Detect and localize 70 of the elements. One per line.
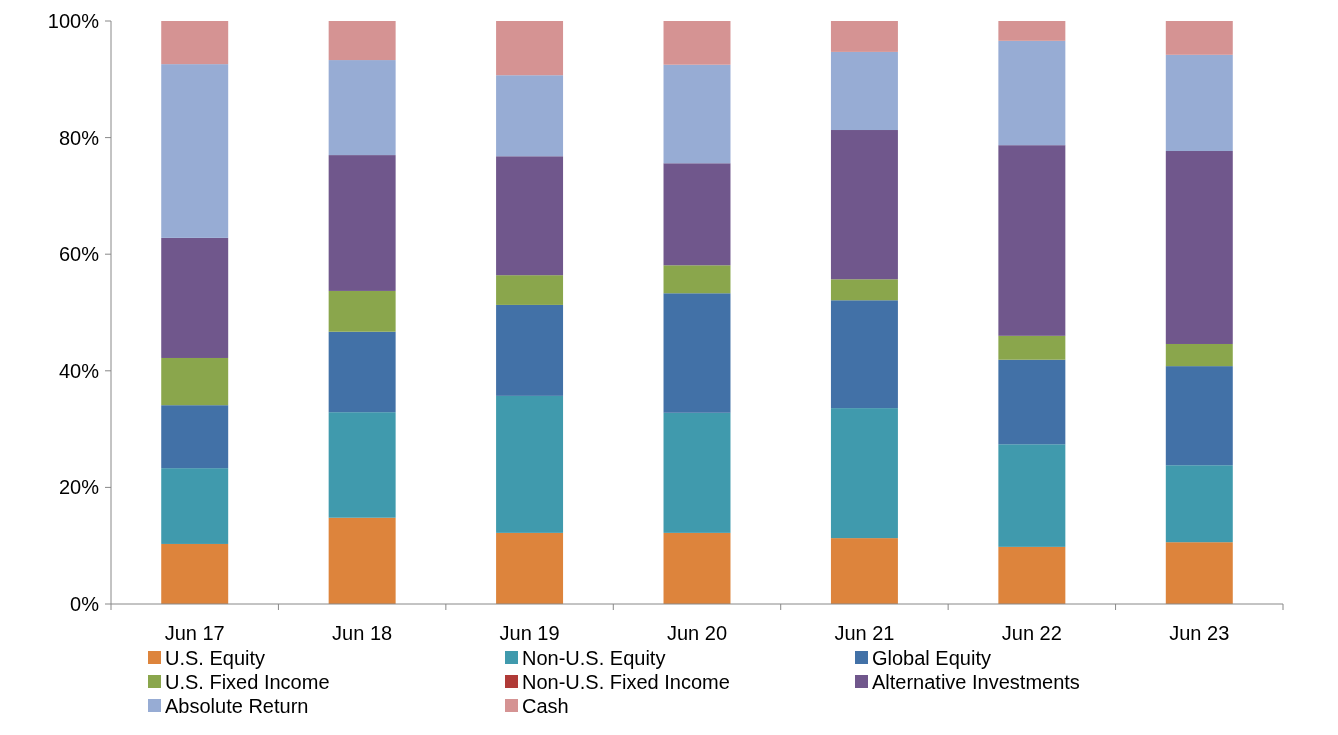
legend-label: Non-U.S. Equity [522, 647, 666, 669]
y-tick-label: 80% [58, 126, 100, 149]
bar [998, 546, 1066, 604]
y-tick-label: 100% [47, 10, 100, 32]
y-tick-label: 0% [70, 593, 100, 615]
bar [161, 468, 229, 544]
bar [1165, 21, 1233, 55]
bar [161, 405, 229, 469]
bar [1165, 366, 1233, 466]
bar [1165, 54, 1233, 152]
bar [830, 408, 898, 539]
legend-label: Global Equity [872, 647, 991, 669]
x-tick-label: Jun 22 [1001, 622, 1062, 644]
bar [998, 444, 1066, 547]
bar [1165, 465, 1233, 543]
bar [830, 538, 898, 604]
y-tick-label: 60% [58, 243, 100, 266]
bar [496, 395, 564, 533]
bar [496, 21, 564, 76]
legend-label: Absolute Return [165, 695, 309, 717]
x-tick-label: Jun 23 [1169, 622, 1230, 644]
bar [496, 275, 564, 305]
x-tick-label: Jun 20 [666, 622, 728, 644]
bar [998, 145, 1066, 336]
bar [1165, 343, 1233, 367]
bar [496, 156, 564, 276]
bar [328, 290, 396, 332]
bar [496, 532, 564, 604]
bar [663, 21, 731, 65]
legend-label: U.S. Equity [165, 647, 266, 669]
bar [328, 21, 396, 61]
bar [496, 304, 564, 396]
bar [663, 163, 731, 266]
bar [496, 75, 564, 157]
bar [328, 331, 396, 413]
bar [663, 532, 731, 604]
bar [830, 21, 898, 52]
bar [161, 64, 229, 238]
bar [328, 517, 396, 604]
bar [663, 265, 731, 294]
bar [830, 300, 898, 409]
bar [161, 237, 229, 358]
bar [1165, 151, 1233, 344]
bar [161, 357, 229, 406]
bar [663, 64, 731, 164]
bar [328, 155, 396, 291]
y-tick-label: 40% [58, 359, 100, 382]
bar [998, 359, 1066, 445]
bar [998, 335, 1066, 360]
bar [328, 412, 396, 518]
bar [161, 21, 229, 65]
legend-label: Non-U.S. Fixed Income [522, 671, 730, 693]
bar [830, 51, 898, 131]
legend-label: Cash [522, 695, 569, 717]
legend-label: U.S. Fixed Income [165, 671, 330, 693]
x-tick-label: Jun 18 [332, 622, 393, 644]
x-tick-label: Jun 21 [834, 622, 895, 644]
y-tick-label: 20% [58, 476, 100, 499]
bar [161, 543, 229, 604]
bar [998, 40, 1066, 146]
x-tick-label: Jun 17 [164, 622, 225, 644]
bar [663, 412, 731, 533]
bar [663, 293, 731, 413]
bar [830, 279, 898, 301]
legend-label: Alternative Investments [872, 671, 1080, 693]
bar [998, 21, 1066, 41]
bar [328, 60, 396, 156]
bar [1165, 542, 1233, 604]
x-tick-label: Jun 19 [499, 622, 560, 644]
bar [830, 130, 898, 280]
